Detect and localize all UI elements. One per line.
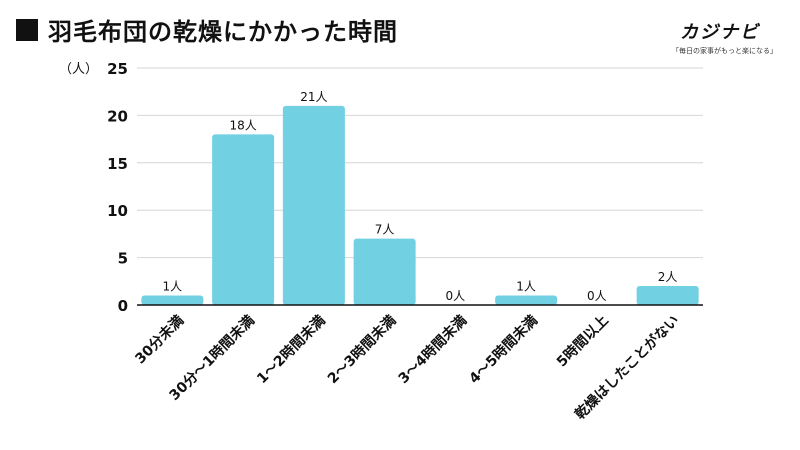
y-axis-label: （人） bbox=[59, 62, 98, 77]
data-label: 0人 bbox=[587, 289, 607, 303]
data-label: 18人 bbox=[229, 118, 256, 132]
bar bbox=[141, 295, 204, 305]
data-label: 1人 bbox=[516, 280, 536, 294]
brand-logo: カジナビ 「毎日の家事がもっと楽になる」 bbox=[672, 18, 790, 56]
y-tick-label: 25 bbox=[107, 60, 128, 78]
bar bbox=[282, 105, 345, 305]
title-square-icon bbox=[16, 18, 38, 41]
data-label: 2人 bbox=[658, 270, 678, 284]
x-tick-label: 2〜3時間未満 bbox=[324, 312, 399, 387]
data-label: 7人 bbox=[375, 223, 395, 237]
y-tick-label: 10 bbox=[107, 202, 128, 220]
brand-name: カジナビ bbox=[680, 22, 760, 43]
chart-title: 羽毛布団の乾燥にかかった時間 bbox=[48, 18, 398, 46]
x-tick-label: 5時間以上 bbox=[553, 312, 612, 371]
bar bbox=[353, 238, 416, 305]
y-tick-label: 0 bbox=[118, 297, 128, 315]
bar bbox=[636, 286, 699, 305]
x-tick-label: 1〜2時間未満 bbox=[253, 312, 328, 387]
y-tick-label: 5 bbox=[118, 250, 128, 268]
data-label: 21人 bbox=[300, 90, 327, 104]
x-tick-label: 4〜5時間未満 bbox=[466, 312, 541, 387]
bar bbox=[212, 134, 275, 305]
title-block: 羽毛布団の乾燥にかかった時間 bbox=[16, 12, 398, 47]
data-label: 1人 bbox=[163, 280, 183, 294]
data-label: 0人 bbox=[446, 289, 466, 303]
x-tick-label: 30分未満 bbox=[132, 312, 187, 367]
y-tick-label: 15 bbox=[107, 155, 128, 173]
y-tick-label: 20 bbox=[107, 107, 128, 125]
bar bbox=[495, 295, 558, 305]
brand-tagline: 「毎日の家事がもっと楽になる」 bbox=[672, 47, 777, 55]
x-tick-label: 3〜4時間未満 bbox=[395, 312, 470, 387]
